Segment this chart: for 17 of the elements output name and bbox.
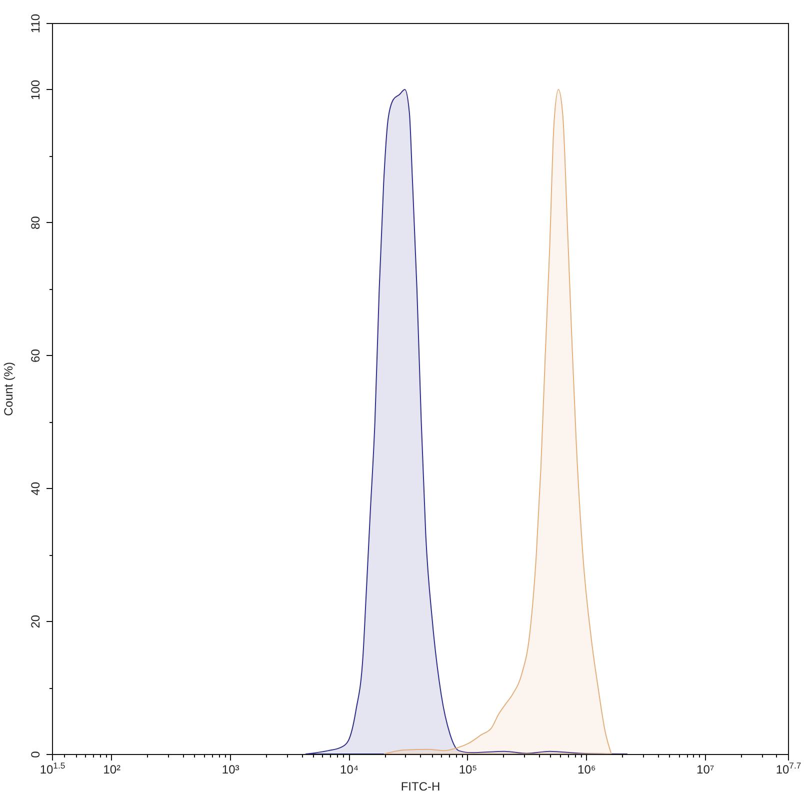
x-tick-label: 10³ [222,762,240,776]
y-axis-title: Count (%) [2,362,16,416]
y-tick-label: 40 [28,482,42,496]
y-tick-label: 110 [28,14,42,34]
y-tick-label: 60 [28,348,42,362]
x-tick-label: 10² [103,762,121,776]
x-tick-label: 10$^{1.5}$ [40,760,66,776]
x-tick-label: 10⁶ [578,762,596,776]
x-tick-label: 10$^{7.7}$ [776,760,802,776]
x-tick-label: 10⁴ [340,762,359,776]
y-tick-label: 0 [28,750,42,758]
x-tick-label: 10⁵ [458,762,478,776]
y-tick-label: 20 [28,614,42,628]
x-axis-title: FITC-H [400,780,440,794]
y-tick-label: 100 [28,80,42,100]
x-tick-label: 10⁷ [696,762,714,776]
y-tick-label: 80 [28,216,42,230]
